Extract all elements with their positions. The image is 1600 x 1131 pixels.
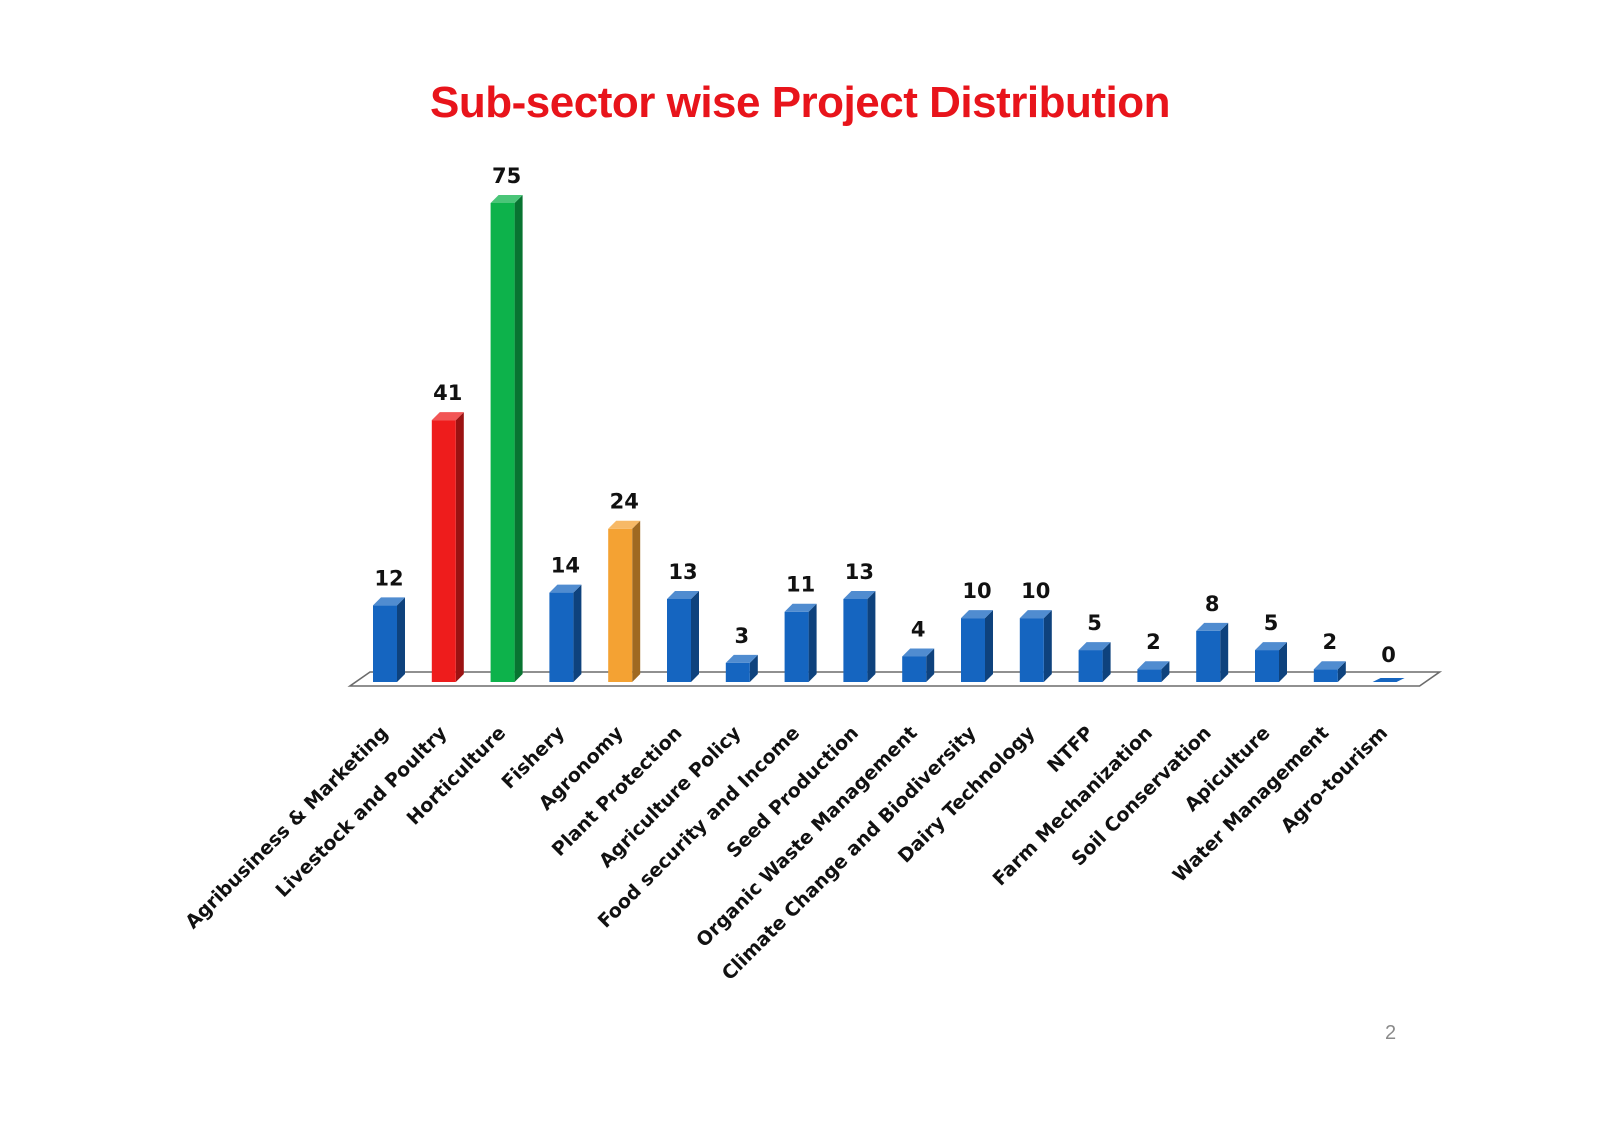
bar-front (608, 528, 633, 682)
bar-front (1078, 650, 1103, 682)
bar-side (1161, 661, 1170, 682)
bar-side (632, 520, 641, 682)
bar (549, 584, 582, 682)
bar-series (373, 195, 1405, 682)
bar-top (961, 610, 993, 619)
bar-front (373, 605, 397, 682)
bar-front (961, 618, 985, 682)
data-label: 12 (374, 566, 403, 590)
bar (961, 610, 993, 682)
bar (1019, 610, 1052, 682)
bar (431, 412, 464, 682)
data-label: 8 (1205, 592, 1220, 616)
data-label: 5 (1087, 611, 1102, 635)
data-label: 13 (845, 560, 874, 584)
data-label: 13 (668, 560, 697, 584)
bar-side (1279, 642, 1287, 682)
data-label: 75 (492, 164, 521, 188)
data-label: 0 (1381, 643, 1396, 667)
bar-side (749, 654, 758, 682)
bar-front (431, 420, 456, 682)
bar (608, 520, 641, 682)
bar-front (725, 662, 750, 682)
bar-front (1255, 650, 1279, 682)
bar (1196, 622, 1229, 682)
page-number: 2 (1385, 1022, 1397, 1044)
bar-front (784, 611, 809, 682)
bar-side (1337, 661, 1346, 682)
bar (1137, 661, 1170, 682)
bar-top (431, 412, 464, 421)
bar-side (397, 597, 405, 682)
bar-front (1313, 669, 1338, 682)
bar-top (843, 590, 876, 599)
data-label: 14 (551, 554, 580, 578)
bar-side (985, 610, 993, 682)
data-label: 3 (734, 624, 749, 648)
bar-top (725, 654, 758, 663)
bar-side (1043, 610, 1052, 682)
bar-side (808, 603, 817, 682)
bar-top (784, 603, 817, 612)
chart-title: Sub-sector wise Project Distribution (430, 78, 1170, 127)
bar-top (1313, 661, 1346, 670)
bar-side (926, 648, 935, 682)
bar-top (1019, 610, 1052, 619)
data-label: 2 (1146, 630, 1161, 654)
bar-top (1137, 661, 1170, 670)
bar-side (691, 590, 699, 682)
data-label: 11 (786, 573, 815, 597)
data-label: 24 (610, 490, 639, 514)
bar (373, 597, 405, 682)
data-label: 2 (1322, 630, 1337, 654)
bar-side (514, 195, 523, 682)
bar-top (1196, 622, 1229, 631)
bar (490, 195, 523, 682)
bar (1313, 661, 1346, 682)
bar-top (373, 597, 405, 606)
bar (1255, 642, 1287, 682)
bar-top (608, 520, 641, 529)
bar (902, 648, 935, 682)
bar-top (1372, 678, 1405, 682)
data-label: 4 (911, 617, 926, 641)
bar-top (902, 648, 935, 657)
data-label: 10 (962, 579, 991, 603)
bar-front (1137, 669, 1162, 682)
data-label: 41 (433, 381, 462, 405)
bar-front (667, 598, 691, 682)
bar-front (843, 598, 868, 682)
bar-top (490, 195, 523, 203)
bar-top (1255, 642, 1287, 651)
bar-side (1102, 642, 1111, 682)
bar-top (549, 584, 582, 593)
data-label: 10 (1021, 579, 1050, 603)
bar-front (490, 203, 515, 682)
bar (667, 590, 699, 682)
bar-front (549, 592, 574, 682)
data-label: 5 (1264, 611, 1279, 635)
data-labels: 12 41 75 14 24 13 3 11 13 4 10 10 5 2 8 5 2 0 (374, 164, 1396, 667)
bar (843, 590, 876, 682)
bar (725, 654, 758, 682)
bar-top (1078, 642, 1111, 651)
bar-side (455, 412, 464, 682)
bar (784, 603, 817, 682)
bar-side (1220, 622, 1229, 682)
bar-side (573, 584, 582, 682)
category-label: Organic Waste Management (692, 722, 922, 952)
category-label: NTFP (1043, 722, 1098, 777)
bar-front (1196, 630, 1221, 682)
bar (1078, 642, 1111, 682)
bar-front (902, 656, 927, 682)
bar-side (867, 590, 876, 682)
bar (1372, 678, 1405, 682)
bar-front (1019, 618, 1044, 682)
bar-top (667, 590, 699, 599)
category-label: Agro-tourism (1277, 722, 1392, 837)
